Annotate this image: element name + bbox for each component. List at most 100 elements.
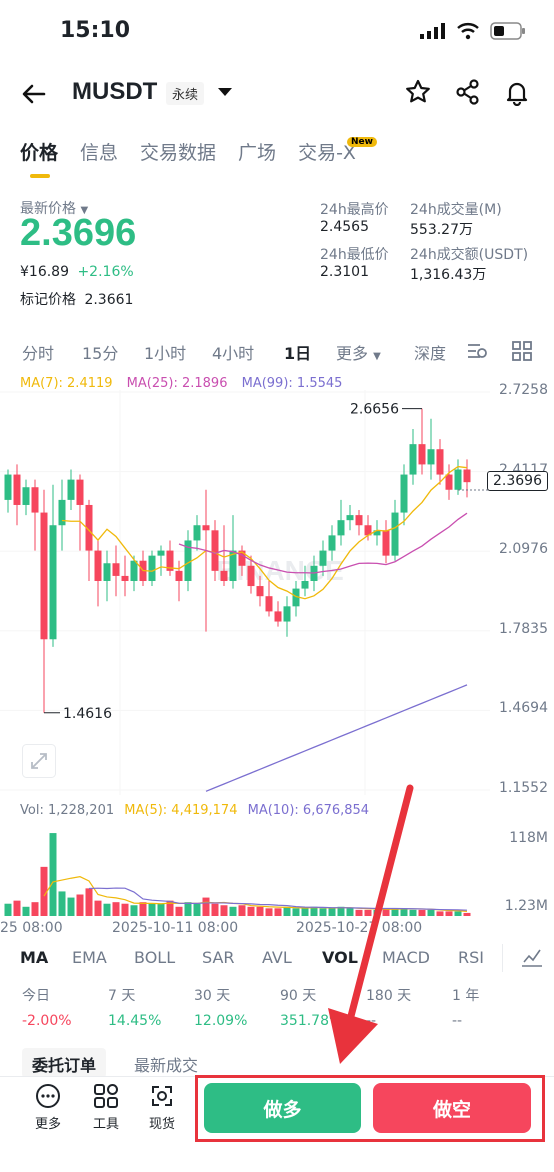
candle bbox=[274, 601, 282, 627]
indicator-boll[interactable]: BOLL bbox=[134, 948, 176, 967]
spot-button[interactable]: 现货 bbox=[142, 1083, 182, 1132]
cny-price-row: ¥16.89 +2.16% bbox=[20, 264, 134, 280]
volume-bar bbox=[220, 905, 228, 916]
interval-1h[interactable]: 1小时 bbox=[144, 344, 187, 363]
candle bbox=[328, 525, 336, 561]
candle bbox=[22, 479, 30, 516]
volume-bar bbox=[364, 909, 372, 916]
volume-bar bbox=[103, 903, 111, 916]
layout-grid-icon[interactable] bbox=[512, 341, 532, 361]
volume-bar bbox=[130, 905, 138, 916]
perf-value: 12.09% bbox=[194, 1013, 248, 1029]
volume-ma10: MA(10): 6,676,854 bbox=[247, 803, 370, 818]
tab-price[interactable]: 价格 bbox=[20, 142, 59, 164]
more-button[interactable]: 更多 bbox=[28, 1083, 68, 1132]
ma25-value: MA(25): 2.1896 bbox=[126, 376, 228, 391]
volume-bar bbox=[238, 905, 246, 916]
tab-info[interactable]: 信息 bbox=[80, 142, 119, 164]
volume-bar bbox=[49, 833, 57, 916]
time-label: 25 08:00 bbox=[0, 920, 63, 936]
interval-depth[interactable]: 深度 bbox=[414, 344, 447, 363]
volume-bar bbox=[445, 911, 453, 916]
price-axis-label: 2.7258 bbox=[499, 382, 548, 398]
indicator-ma[interactable]: MA bbox=[20, 948, 49, 967]
share-icon[interactable] bbox=[454, 78, 482, 106]
indicator-settings-icon[interactable] bbox=[520, 946, 544, 968]
status-time: 15:10 bbox=[60, 18, 131, 43]
volume-bar bbox=[112, 902, 120, 916]
interval-4h[interactable]: 4小时 bbox=[212, 344, 255, 363]
low-marker: 1.4616 bbox=[63, 706, 112, 722]
short-button[interactable]: 做空 bbox=[373, 1083, 531, 1133]
volume-bar bbox=[265, 908, 273, 916]
time-label: 2025-10-27 08:00 bbox=[296, 920, 423, 936]
tab-trading-data[interactable]: 交易数据 bbox=[140, 142, 217, 164]
interval-1d[interactable]: 1日 bbox=[284, 344, 312, 363]
divider bbox=[502, 944, 503, 972]
volume-chart[interactable] bbox=[0, 826, 554, 918]
bell-icon[interactable] bbox=[503, 78, 531, 106]
tab-latest-trades[interactable]: 最新成交 bbox=[134, 1056, 199, 1075]
candle bbox=[112, 545, 120, 597]
perf-value: -- bbox=[366, 1013, 377, 1029]
volume-bar bbox=[274, 908, 282, 916]
more-label: 更多 bbox=[34, 1117, 61, 1132]
star-icon[interactable] bbox=[404, 78, 432, 106]
perf-label: 30 天 bbox=[194, 988, 231, 1004]
ma-legend: MA(7): 2.4119 MA(25): 2.1896 MA(99): 1.5… bbox=[20, 376, 342, 391]
symbol-title[interactable]: MUSDT bbox=[72, 78, 158, 105]
chart-settings-icon[interactable] bbox=[466, 341, 488, 361]
expand-icon[interactable] bbox=[22, 744, 56, 778]
tab-open-orders[interactable]: 委托订单 bbox=[22, 1048, 107, 1078]
interval-timeline[interactable]: 分时 bbox=[22, 344, 55, 363]
volume-bar bbox=[40, 866, 48, 916]
volume-bar bbox=[184, 902, 192, 916]
indicator-vol[interactable]: VOL bbox=[322, 948, 358, 967]
amount-label: 24h成交额(USDT) bbox=[410, 247, 529, 263]
candle bbox=[67, 469, 75, 511]
latest-price-label[interactable]: 最新价格 ▼ bbox=[20, 201, 89, 217]
indicator-rsi[interactable]: RSI bbox=[458, 948, 484, 967]
volume-bar bbox=[94, 900, 102, 916]
indicator-sar[interactable]: SAR bbox=[202, 948, 235, 967]
tab-square[interactable]: 广场 bbox=[238, 142, 277, 164]
volume-legend: Vol: 1,228,201 MA(5): 4,419,174 MA(10): … bbox=[20, 803, 369, 818]
perf-label: 90 天 bbox=[280, 988, 317, 1004]
indicator-bar: MA EMA BOLL SAR AVL VOL MACD RSI bbox=[20, 948, 542, 972]
highlight-box bbox=[195, 1075, 545, 1142]
tools-button[interactable]: 工具 bbox=[86, 1083, 126, 1132]
interval-15m[interactable]: 15分 bbox=[82, 344, 119, 363]
candle bbox=[76, 474, 84, 551]
volume-bar bbox=[310, 906, 318, 916]
volume-bar bbox=[382, 908, 390, 916]
volume-bar bbox=[121, 903, 129, 916]
price-axis-label: 2.0976 bbox=[499, 541, 548, 558]
performance-row: 今日 -2.00% 7 天 14.45% 30 天 12.09% 90 天 351.78… bbox=[22, 985, 542, 1029]
volume-bar bbox=[346, 908, 354, 916]
volume-bar bbox=[85, 888, 93, 916]
perf-label: 1 年 bbox=[452, 988, 480, 1004]
symbol-dropdown-icon[interactable] bbox=[218, 88, 232, 96]
indicator-macd[interactable]: MACD bbox=[382, 948, 430, 967]
candle bbox=[184, 530, 192, 592]
perf-label: 180 天 bbox=[366, 988, 412, 1004]
volume-bar bbox=[4, 903, 12, 916]
candle bbox=[364, 515, 372, 541]
volume-bar bbox=[400, 908, 408, 916]
interval-more[interactable]: 更多 ▼ bbox=[336, 344, 381, 363]
volume-bar bbox=[31, 902, 39, 916]
candle bbox=[166, 540, 174, 576]
long-button[interactable]: 做多 bbox=[204, 1083, 361, 1133]
indicator-ema[interactable]: EMA bbox=[72, 948, 107, 967]
high-value: 2.4565 bbox=[320, 219, 369, 235]
back-arrow-icon[interactable] bbox=[20, 80, 48, 108]
price-axis-label: 1.1552 bbox=[499, 780, 548, 796]
candle bbox=[85, 499, 93, 581]
volume-bar bbox=[22, 906, 30, 916]
indicator-avl[interactable]: AVL bbox=[262, 948, 292, 967]
price-axis-label: 1.7835 bbox=[499, 620, 548, 637]
candle bbox=[337, 499, 345, 546]
tab-trade-x[interactable]: 交易-X bbox=[298, 142, 356, 164]
time-label: 2025-10-11 08:00 bbox=[112, 920, 239, 936]
